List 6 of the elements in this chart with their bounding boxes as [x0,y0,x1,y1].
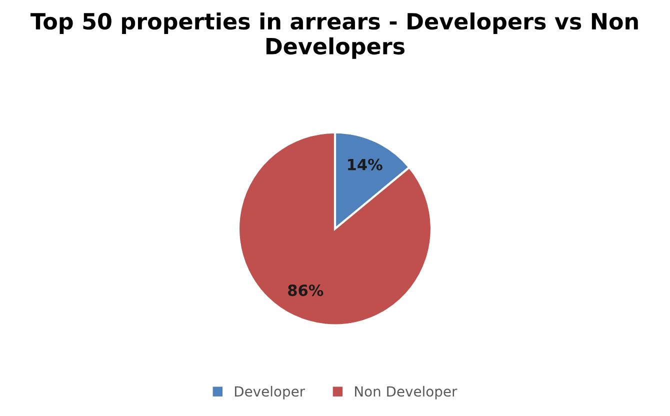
chart-title: Top 50 properties in arrears - Developers vs Non Developers [30,12,638,59]
legend-label: Developer [234,386,306,400]
data-label: 86% [288,284,324,296]
legend-label: Non Developer [355,386,458,400]
data-label: 14% [348,158,382,170]
pie-slice [237,131,433,326]
